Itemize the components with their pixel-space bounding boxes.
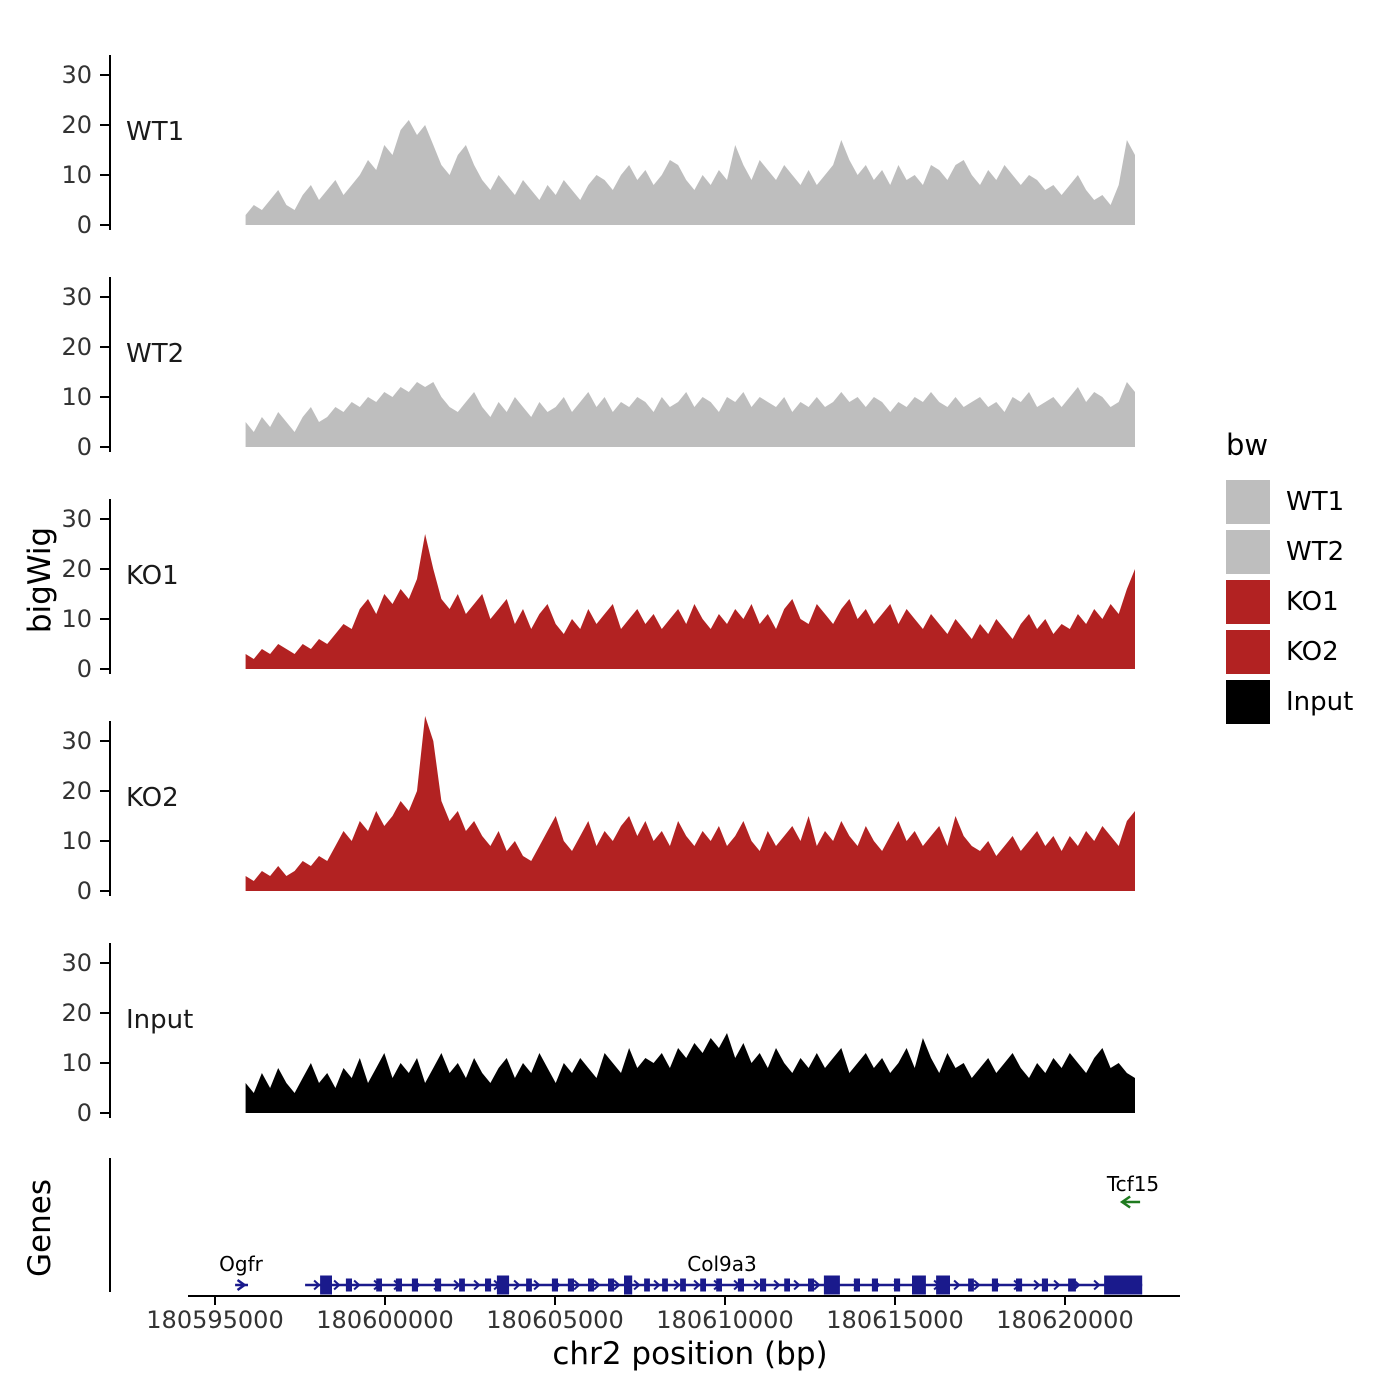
legend-item-ko1: KO1 xyxy=(1226,580,1353,624)
y-tick-label: 30 xyxy=(61,283,92,311)
y-tick-label: 30 xyxy=(61,727,92,755)
coverage-area-wt2 xyxy=(100,277,1136,452)
y-tick-label: 30 xyxy=(61,949,92,977)
legend-item-input: Input xyxy=(1226,680,1353,724)
x-tick-label: 180615000 xyxy=(826,1306,964,1334)
legend-key-ko2-swatch xyxy=(1226,630,1270,674)
legend-key-wt2-swatch xyxy=(1226,530,1270,574)
y-tick-label: 20 xyxy=(61,777,92,805)
legend-key-wt1-swatch xyxy=(1226,480,1270,524)
y-tick-label: 0 xyxy=(76,1099,92,1127)
legend-key-ko1-swatch xyxy=(1226,580,1270,624)
legend-label-input: Input xyxy=(1286,687,1354,717)
track-label-ko1: KO1 xyxy=(126,561,179,591)
x-axis xyxy=(188,1295,1180,1305)
gene-label-col9a3: Col9a3 xyxy=(687,1252,757,1276)
legend-title: bw xyxy=(1226,428,1269,462)
track-label-ko2: KO2 xyxy=(126,783,179,813)
y-tick-label: 30 xyxy=(61,505,92,533)
y-tick-label: 20 xyxy=(61,555,92,583)
track-panel-ko1: 30 20 10 0 KO1 xyxy=(0,469,1200,689)
track-panel-wt2: 30 20 10 0 WT2 xyxy=(0,247,1200,467)
y-tick-label: 10 xyxy=(61,605,92,633)
x-tick-label: 180600000 xyxy=(316,1306,454,1334)
legend-item-wt2: WT2 xyxy=(1226,530,1353,574)
legend-label-ko2: KO2 xyxy=(1286,637,1339,667)
legend-label-wt1: WT1 xyxy=(1286,487,1345,517)
y-tick-label: 0 xyxy=(76,877,92,905)
y-tick-label: 30 xyxy=(61,61,92,89)
legend-item-ko2: KO2 xyxy=(1226,630,1353,674)
legend-label-ko1: KO1 xyxy=(1286,587,1339,617)
track-panel-wt1: 30 20 10 0 WT1 xyxy=(0,25,1200,245)
y-tick-label: 0 xyxy=(76,655,92,683)
x-tick-label: 180595000 xyxy=(146,1306,284,1334)
legend-key-input-swatch xyxy=(1226,680,1270,724)
coverage-area-ko2 xyxy=(100,716,1136,896)
x-tick-label: 180610000 xyxy=(656,1306,794,1334)
track-label-input: Input xyxy=(126,1005,194,1035)
x-tick-label: 180605000 xyxy=(486,1306,624,1334)
y-tick-label: 20 xyxy=(61,999,92,1027)
y-tick-label: 20 xyxy=(61,111,92,139)
track-label-wt1: WT1 xyxy=(126,117,185,147)
track-panel-ko2: 30 20 10 0 KO2 xyxy=(0,691,1200,911)
legend-item-wt1: WT1 xyxy=(1226,480,1353,524)
y-tick-label: 10 xyxy=(61,383,92,411)
track-label-wt2: WT2 xyxy=(126,339,185,369)
track-panel-input: 30 20 10 0 Input xyxy=(0,913,1200,1133)
coverage-area-ko1 xyxy=(100,499,1136,674)
y-tick-label: 10 xyxy=(61,827,92,855)
y-tick-label: 0 xyxy=(76,433,92,461)
x-axis-title: chr2 position (bp) xyxy=(552,1336,828,1372)
gene-label-tcf15: Tcf15 xyxy=(1106,1172,1160,1196)
genes-track-svg xyxy=(109,1158,1143,1295)
y-tick-label: 10 xyxy=(61,1049,92,1077)
y-tick-label: 20 xyxy=(61,333,92,361)
y-tick-label: 10 xyxy=(61,161,92,189)
legend-label-wt2: WT2 xyxy=(1286,537,1345,567)
x-tick-label: 180620000 xyxy=(996,1306,1134,1334)
coverage-area-input xyxy=(100,943,1136,1118)
gene-label-ogfr: Ogfr xyxy=(219,1252,263,1276)
y-tick-label: 0 xyxy=(76,211,92,239)
legend: bw WT1 WT2 KO1 KO2 Input xyxy=(1226,428,1353,730)
coverage-area-wt1 xyxy=(100,55,1136,230)
